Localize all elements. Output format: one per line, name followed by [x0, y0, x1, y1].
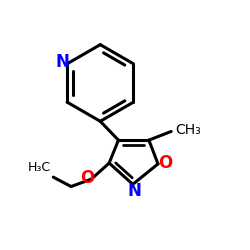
Text: O: O [158, 154, 172, 172]
Text: N: N [127, 182, 141, 200]
Text: H₃C: H₃C [28, 161, 51, 174]
Text: N: N [56, 53, 70, 71]
Text: O: O [80, 170, 94, 188]
Text: CH₃: CH₃ [175, 123, 201, 137]
